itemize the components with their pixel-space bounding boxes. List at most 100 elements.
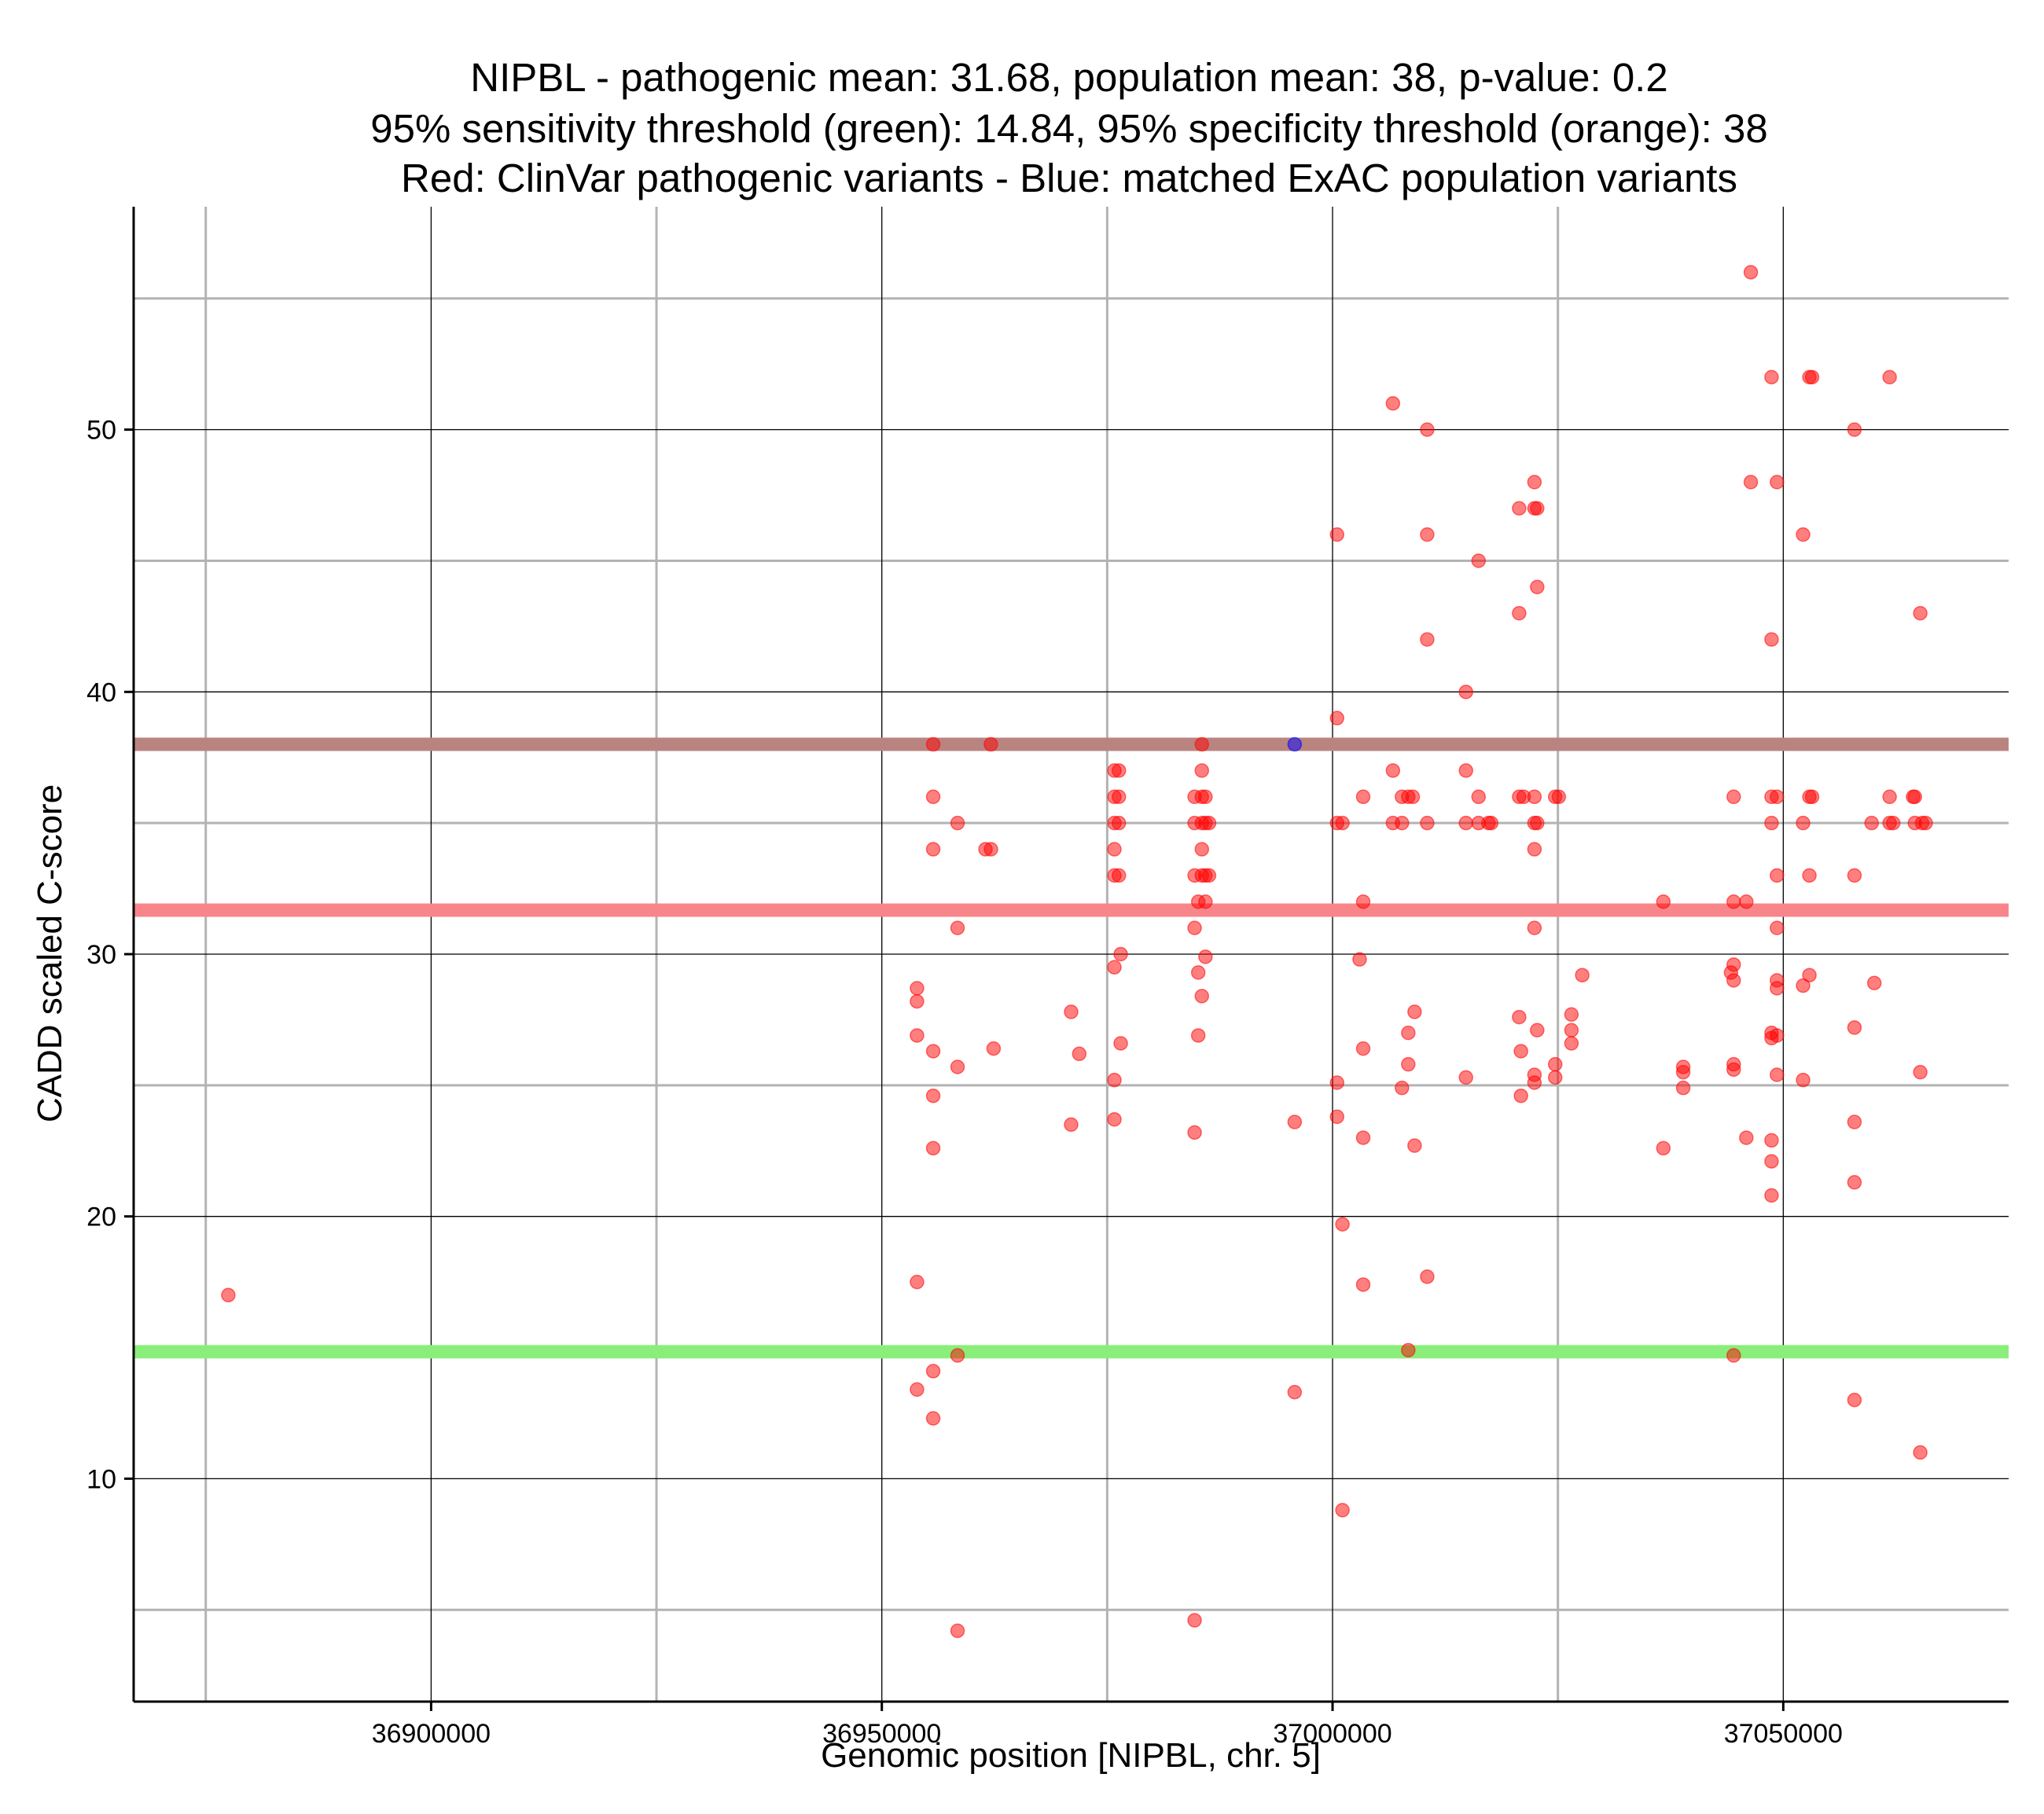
y-tick-label: 30 [86, 940, 116, 970]
point-clinvar-pathogenic-variants [1913, 605, 1928, 621]
point-clinvar-pathogenic-variants [1112, 789, 1127, 805]
point-clinvar-pathogenic-variants [925, 1044, 941, 1059]
point-matched-exac-population-variants [1287, 736, 1303, 752]
point-clinvar-pathogenic-variants [1112, 763, 1127, 778]
point-clinvar-pathogenic-variants [1355, 1041, 1371, 1056]
point-clinvar-pathogenic-variants [1198, 789, 1213, 805]
point-clinvar-pathogenic-variants [1764, 1188, 1779, 1203]
point-clinvar-pathogenic-variants [1770, 1028, 1785, 1043]
y-axis-title: CADD scaled C-score [31, 784, 69, 1122]
point-clinvar-pathogenic-variants [1355, 789, 1371, 805]
point-clinvar-pathogenic-variants [1764, 369, 1779, 385]
point-clinvar-pathogenic-variants [1329, 1109, 1345, 1125]
point-clinvar-pathogenic-variants [1564, 1036, 1579, 1051]
point-clinvar-pathogenic-variants [1458, 1070, 1473, 1085]
point-clinvar-pathogenic-variants [1770, 981, 1785, 996]
point-clinvar-pathogenic-variants [1112, 815, 1127, 831]
point-clinvar-pathogenic-variants [1743, 475, 1759, 490]
point-clinvar-pathogenic-variants [1112, 868, 1127, 883]
y-tick-label: 50 [86, 416, 116, 446]
point-clinvar-pathogenic-variants [1918, 815, 1933, 831]
point-clinvar-pathogenic-variants [910, 1382, 925, 1397]
point-clinvar-pathogenic-variants [1866, 975, 1882, 990]
point-clinvar-pathogenic-variants [1107, 842, 1122, 857]
point-clinvar-pathogenic-variants [1726, 973, 1741, 988]
x-tick-label: 36900000 [372, 1719, 491, 1749]
point-clinvar-pathogenic-variants [1770, 868, 1785, 883]
point-clinvar-pathogenic-variants [1530, 1023, 1545, 1038]
point-clinvar-pathogenic-variants [1551, 789, 1567, 805]
point-clinvar-pathogenic-variants [1530, 501, 1545, 516]
point-clinvar-pathogenic-variants [1530, 579, 1545, 595]
point-clinvar-pathogenic-variants [1882, 789, 1897, 805]
point-clinvar-pathogenic-variants [1407, 1138, 1422, 1153]
point-clinvar-pathogenic-variants [1513, 1044, 1528, 1059]
point-clinvar-pathogenic-variants [1527, 475, 1542, 490]
point-clinvar-pathogenic-variants [925, 1140, 941, 1156]
point-clinvar-pathogenic-variants [1198, 949, 1213, 964]
point-clinvar-pathogenic-variants [1483, 815, 1499, 831]
chart-title-line-3: Red: ClinVar pathogenic variants - Blue:… [401, 156, 1737, 200]
point-clinvar-pathogenic-variants [925, 736, 941, 752]
x-axis-title: Genomic position [NIPBL, chr. 5] [821, 1736, 1321, 1775]
point-clinvar-pathogenic-variants [1335, 815, 1350, 831]
point-clinvar-pathogenic-variants [1743, 265, 1759, 280]
point-clinvar-pathogenic-variants [1395, 1080, 1410, 1096]
point-clinvar-pathogenic-variants [1190, 965, 1206, 980]
point-clinvar-pathogenic-variants [1420, 527, 1435, 542]
point-clinvar-pathogenic-variants [1072, 1046, 1087, 1062]
point-clinvar-pathogenic-variants [1564, 1023, 1579, 1038]
point-clinvar-pathogenic-variants [1770, 475, 1785, 490]
point-clinvar-pathogenic-variants [1796, 1072, 1811, 1088]
point-clinvar-pathogenic-variants [1575, 968, 1590, 982]
point-clinvar-pathogenic-variants [1764, 1133, 1779, 1148]
point-clinvar-pathogenic-variants [983, 842, 998, 857]
point-clinvar-pathogenic-variants [1739, 1130, 1754, 1145]
point-clinvar-pathogenic-variants [910, 1274, 925, 1290]
point-clinvar-pathogenic-variants [1675, 1064, 1691, 1080]
point-clinvar-pathogenic-variants [1530, 815, 1545, 831]
point-clinvar-pathogenic-variants [950, 920, 965, 935]
x-tick-label: 36950000 [822, 1719, 941, 1749]
point-clinvar-pathogenic-variants [1401, 1342, 1416, 1358]
point-clinvar-pathogenic-variants [1764, 815, 1779, 831]
point-clinvar-pathogenic-variants [1420, 632, 1435, 647]
point-clinvar-pathogenic-variants [1458, 763, 1473, 778]
point-clinvar-pathogenic-variants [1739, 894, 1754, 909]
point-clinvar-pathogenic-variants [910, 993, 925, 1009]
point-clinvar-pathogenic-variants [1458, 685, 1473, 700]
point-clinvar-pathogenic-variants [1194, 989, 1210, 1004]
point-clinvar-pathogenic-variants [1385, 763, 1401, 778]
point-clinvar-pathogenic-variants [1907, 789, 1922, 805]
data-points [221, 265, 1933, 1639]
point-clinvar-pathogenic-variants [1726, 957, 1741, 972]
point-clinvar-pathogenic-variants [1198, 894, 1213, 909]
point-clinvar-pathogenic-variants [1656, 894, 1671, 909]
point-clinvar-pathogenic-variants [1847, 868, 1862, 883]
point-clinvar-pathogenic-variants [1512, 1009, 1527, 1025]
point-clinvar-pathogenic-variants [1804, 369, 1820, 385]
point-clinvar-pathogenic-variants [221, 1287, 236, 1303]
point-clinvar-pathogenic-variants [1187, 1125, 1202, 1140]
point-clinvar-pathogenic-variants [1190, 1028, 1206, 1043]
point-clinvar-pathogenic-variants [1675, 1080, 1691, 1096]
point-clinvar-pathogenic-variants [1405, 789, 1421, 805]
point-clinvar-pathogenic-variants [1770, 1067, 1785, 1082]
point-clinvar-pathogenic-variants [1726, 789, 1741, 805]
point-clinvar-pathogenic-variants [1804, 789, 1820, 805]
point-clinvar-pathogenic-variants [1420, 422, 1435, 437]
point-clinvar-pathogenic-variants [1471, 789, 1487, 805]
y-tick-label: 40 [86, 677, 116, 707]
point-clinvar-pathogenic-variants [1329, 1075, 1345, 1090]
point-clinvar-pathogenic-variants [1656, 1140, 1671, 1156]
point-clinvar-pathogenic-variants [1355, 1277, 1371, 1292]
point-clinvar-pathogenic-variants [1107, 960, 1122, 975]
point-clinvar-pathogenic-variants [950, 1348, 965, 1363]
point-clinvar-pathogenic-variants [1527, 789, 1542, 805]
point-clinvar-pathogenic-variants [1913, 1064, 1928, 1080]
point-clinvar-pathogenic-variants [1802, 968, 1817, 982]
point-clinvar-pathogenic-variants [1287, 1114, 1303, 1129]
point-clinvar-pathogenic-variants [1187, 1613, 1202, 1628]
point-clinvar-pathogenic-variants [1335, 1217, 1350, 1232]
